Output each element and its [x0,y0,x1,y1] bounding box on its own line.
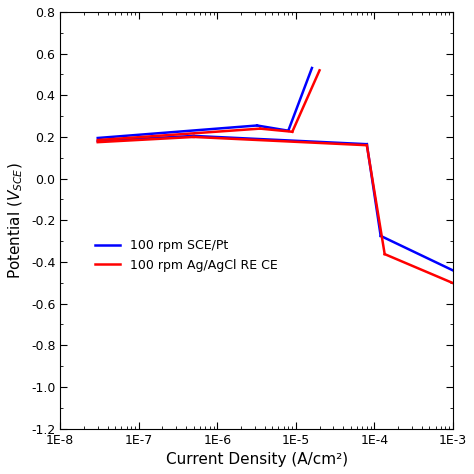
100 rpm SCE/Pt [176,134,182,139]
100 rpm SCE/Pt [140,136,146,142]
100 rpm Ag/AgCl RE CE [105,139,111,145]
100 rpm SCE/Pt [100,138,106,144]
100 rpm SCE/Pt [105,138,111,144]
100 rpm SCE/Pt [150,135,156,141]
100 rpm SCE/Pt [165,135,171,140]
100 rpm Ag/AgCl RE CE [186,135,191,140]
Line: 100 rpm Ag/AgCl RE CE: 100 rpm Ag/AgCl RE CE [98,137,194,142]
100 rpm Ag/AgCl RE CE [161,136,166,141]
Y-axis label: Potential ($V_{SCE}$): Potential ($V_{SCE}$) [7,162,25,279]
Line: 100 rpm SCE/Pt: 100 rpm SCE/Pt [98,136,194,141]
X-axis label: Current Density (A/cm²): Current Density (A/cm²) [165,452,348,467]
100 rpm Ag/AgCl RE CE [110,138,116,144]
100 rpm SCE/Pt [155,135,161,141]
100 rpm Ag/AgCl RE CE [181,135,186,140]
100 rpm Ag/AgCl RE CE [165,136,171,141]
100 rpm SCE/Pt [161,135,166,140]
100 rpm SCE/Pt [181,134,186,139]
100 rpm SCE/Pt [130,137,136,142]
100 rpm Ag/AgCl RE CE [171,135,176,141]
Legend: 100 rpm SCE/Pt, 100 rpm Ag/AgCl RE CE: 100 rpm SCE/Pt, 100 rpm Ag/AgCl RE CE [90,234,283,276]
100 rpm SCE/Pt [171,134,176,140]
100 rpm SCE/Pt [146,136,151,141]
100 rpm SCE/Pt [186,133,191,139]
100 rpm Ag/AgCl RE CE [115,138,121,144]
100 rpm Ag/AgCl RE CE [176,135,182,141]
100 rpm SCE/Pt [191,133,197,139]
100 rpm Ag/AgCl RE CE [135,137,141,143]
100 rpm SCE/Pt [110,137,116,143]
100 rpm SCE/Pt [95,138,100,144]
100 rpm Ag/AgCl RE CE [120,138,126,144]
100 rpm Ag/AgCl RE CE [95,139,100,145]
100 rpm Ag/AgCl RE CE [146,137,151,142]
100 rpm Ag/AgCl RE CE [130,137,136,143]
100 rpm SCE/Pt [135,136,141,142]
100 rpm SCE/Pt [120,137,126,143]
100 rpm SCE/Pt [125,137,131,142]
100 rpm Ag/AgCl RE CE [100,139,106,145]
100 rpm Ag/AgCl RE CE [150,137,156,142]
100 rpm SCE/Pt [115,137,121,143]
100 rpm Ag/AgCl RE CE [155,136,161,142]
100 rpm Ag/AgCl RE CE [191,134,197,140]
100 rpm Ag/AgCl RE CE [140,137,146,143]
100 rpm Ag/AgCl RE CE [125,137,131,143]
